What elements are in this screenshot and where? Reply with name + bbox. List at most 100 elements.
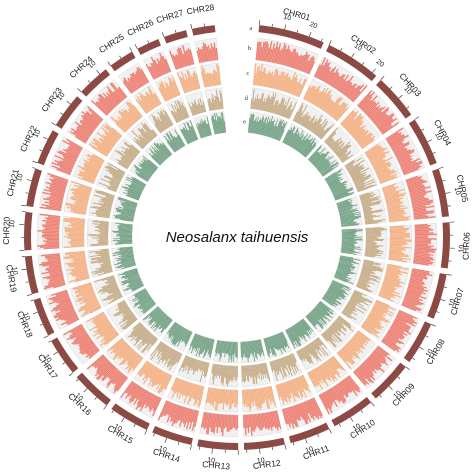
bar-track_d-chr07: [363, 260, 381, 265]
bar-track_d-chr13: [215, 364, 219, 379]
bar-track_e-chr03: [316, 159, 328, 170]
bar-track_b-chr05: [412, 208, 426, 212]
bar-track_b-chr16: [113, 376, 128, 394]
bar-track_b-chr08: [398, 309, 418, 320]
bar-track_e-chr06: [341, 234, 355, 236]
bar-track_d-chr25: [154, 122, 162, 133]
bar-track_b-chr03: [365, 101, 380, 115]
bar-track_d-chr01: [260, 101, 264, 111]
tick-chr15: [144, 429, 148, 435]
bar-track_c-chr28: [212, 73, 216, 86]
bar-track_b-chr22: [54, 159, 74, 169]
bar-track_b-chr28: [200, 49, 205, 63]
bar-track_e-chr03: [319, 163, 331, 173]
bar-track_b-chr01: [306, 57, 315, 74]
bar-track_c-chr06: [389, 232, 410, 235]
bar-track_e-chr11: [278, 333, 285, 347]
bar-track_c-chr20: [64, 236, 84, 238]
bar-track_c-chr06: [388, 256, 411, 261]
bar-track_c-chr21: [71, 208, 87, 213]
bar-track_d-chr15: [170, 351, 179, 365]
bar-track_d-chr10: [300, 348, 309, 363]
bar-track_d-chr08: [350, 297, 360, 304]
bar-track_e-chr21: [115, 207, 135, 214]
bar-track_e-chr05: [336, 200, 349, 205]
bar-track_d-chr14: [182, 356, 190, 373]
bar-track_e-chr11: [277, 333, 287, 353]
bar-track_e-chr03: [308, 146, 322, 161]
bar-track_c-chr23: [102, 134, 116, 146]
bar-track_d-chr04: [349, 166, 363, 175]
bar-track_d-chr13: [226, 365, 230, 387]
bar-track_b-chr24: [105, 92, 119, 106]
tick-chr14: [177, 441, 180, 445]
bar-track_e-chr11: [274, 334, 283, 355]
bar-track_c-chr01: [285, 78, 292, 93]
bar-track_d-chr22: [108, 169, 123, 178]
bar-track_d-chr11: [286, 355, 296, 375]
bar-track_d-chr15: [161, 347, 171, 361]
bar-track_d-chr11: [279, 358, 287, 377]
bar-track_c-chr11: [299, 376, 307, 391]
bar-track_b-chr03: [367, 104, 381, 117]
bar-track_c-chr01: [263, 73, 267, 87]
bar-track_e-chr16: [152, 314, 167, 329]
bar-track_b-chr24: [102, 92, 117, 108]
bar-track_b-chr01: [258, 41, 262, 61]
bar-track_e-chr15: [176, 328, 187, 347]
bar-track_e-chr16: [144, 306, 160, 320]
bar-track_e-chr15: [166, 321, 176, 334]
bar-track_d-chr01: [267, 96, 273, 112]
tick-chr02: [372, 68, 376, 73]
bar-track_d-chr24: [136, 138, 146, 147]
bar-track_d-chr03: [342, 154, 354, 163]
bar-track_d-chr15: [160, 344, 167, 353]
bar-track_c-chr17: [98, 324, 113, 335]
chr-label-chr20: CHR20: [1, 216, 12, 244]
bar-track_b-chr04: [385, 127, 404, 140]
bar-track_d-chr13: [218, 364, 221, 377]
ideogram-chr25: [110, 51, 136, 72]
bar-track_b-chr03: [381, 125, 392, 134]
bar-track_d-chr14: [190, 358, 195, 369]
bar-track_e-chr23: [133, 164, 152, 178]
bar-track_b-chr01: [297, 55, 304, 70]
bar-track_e-chr16: [148, 307, 161, 320]
bar-track_e-chr12: [240, 341, 242, 358]
bar-track_d-chr18: [108, 295, 123, 305]
bar-track_d-chr01: [264, 94, 270, 112]
bar-track_d-chr24: [135, 140, 144, 149]
bar-track_c-chr19: [65, 260, 86, 265]
bar-track_b-chr04: [399, 160, 412, 167]
bar-track_d-chr13: [234, 365, 236, 381]
bar-track_b-chr24: [99, 93, 115, 110]
bar-track_b-chr22: [57, 151, 77, 162]
bar-track_c-chr02: [322, 97, 332, 111]
bar-track_c-chr01: [256, 65, 261, 86]
bar-track_b-chr16: [103, 364, 115, 377]
bar-track_e-chr24: [159, 143, 171, 157]
ideogram-chr01: [258, 25, 324, 49]
bar-track_d-chr02: [295, 109, 303, 123]
bar-track_b-chr03: [371, 111, 382, 121]
bar-track_b-chr08: [382, 338, 399, 350]
bar-track_d-chr25: [159, 113, 170, 128]
bar-track_e-chr19: [119, 248, 133, 252]
bar-track_c-chr03: [350, 126, 361, 136]
bar-track_e-chr16: [142, 306, 159, 321]
bar-track_e-chr18: [126, 279, 142, 288]
bar-track_c-chr24: [128, 102, 142, 118]
bar-track_e-chr07: [335, 273, 347, 279]
bar-track_c-chr26: [168, 85, 175, 98]
bar-track_e-chr06: [341, 243, 355, 246]
bar-track_d-chr09: [336, 317, 354, 332]
bar-track_c-chr04: [376, 168, 390, 176]
bar-track_d-chr12: [255, 364, 259, 376]
bar-track_e-chr01: [249, 114, 253, 133]
bar-track_c-chr08: [367, 316, 381, 325]
bar-track_b-chr22: [66, 138, 83, 150]
bar-track_b-chr10: [336, 384, 345, 396]
bar-track_d-chr05: [364, 215, 381, 219]
bar-track_c-chr03: [341, 111, 355, 126]
bar-track_c-chr20: [64, 217, 85, 222]
